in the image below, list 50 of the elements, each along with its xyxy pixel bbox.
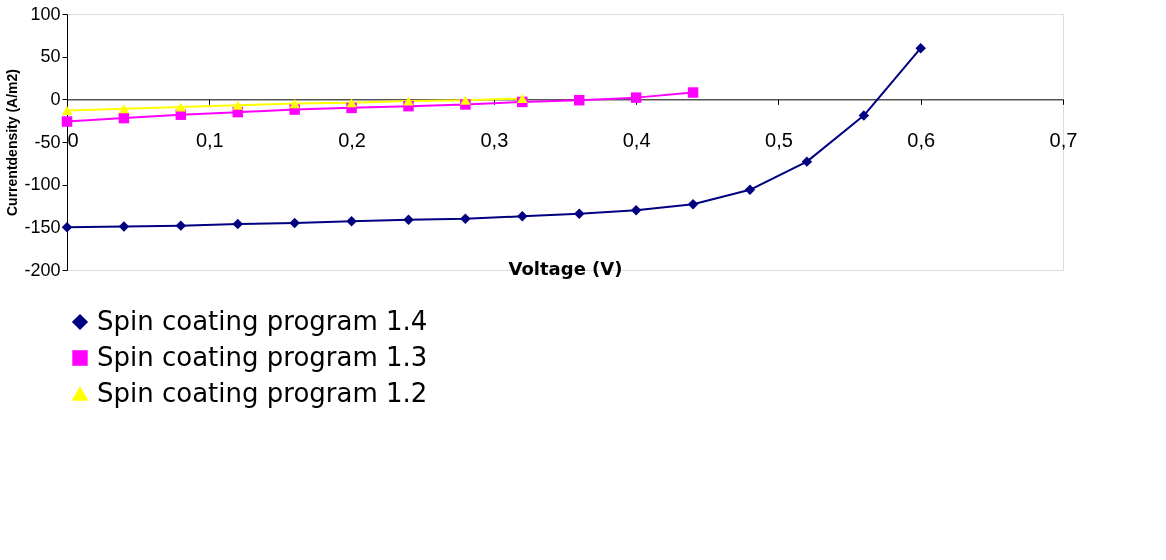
- point: [61, 105, 73, 115]
- x-axis-title: Voltage (V): [508, 257, 623, 279]
- x-tick-label: 0,5: [765, 128, 793, 151]
- y-axis-title: Currentdensity (A/m2): [4, 68, 21, 217]
- point: [118, 112, 130, 124]
- x-tick-label: 0,3: [480, 128, 509, 151]
- point: [460, 213, 471, 225]
- point: [403, 214, 414, 225]
- x-tick-label: 0: [67, 128, 79, 151]
- legend-label: Spin coating program 1.2: [97, 378, 428, 408]
- x-tick-label: 0,7: [1049, 128, 1078, 151]
- point: [858, 110, 870, 121]
- point: [460, 95, 471, 105]
- point: [573, 94, 585, 106]
- legend-label: Spin coating program 1.3: [97, 342, 428, 372]
- y-tick-label: 0: [50, 88, 61, 109]
- point: [630, 205, 642, 216]
- y-tick-label: 50: [40, 46, 61, 67]
- point: [517, 93, 528, 104]
- point: [403, 96, 414, 106]
- point: [175, 220, 187, 231]
- point: [517, 211, 528, 222]
- y-tick-label: -150: [24, 216, 61, 237]
- y-tick-label: -50: [34, 131, 61, 152]
- point: [687, 87, 699, 98]
- x-tick-label: 0,2: [338, 128, 366, 151]
- point: [118, 221, 130, 232]
- point: [118, 104, 130, 114]
- point: [61, 222, 73, 233]
- point: [915, 42, 926, 54]
- point: [346, 98, 357, 108]
- point: [289, 99, 300, 109]
- point: [573, 208, 585, 219]
- x-tick-label: 0,4: [622, 128, 651, 151]
- y-tick-label: -200: [24, 259, 61, 280]
- y-tick-label: 100: [30, 3, 61, 24]
- point: [801, 156, 813, 167]
- x-tick-label: 0,1: [195, 128, 224, 151]
- point: [232, 218, 243, 230]
- point: [687, 199, 699, 210]
- legend-label: Spin coating program 1.4: [97, 306, 428, 336]
- y-tick-label: -100: [24, 174, 61, 195]
- point: [289, 217, 300, 229]
- point: [175, 102, 187, 112]
- point: [744, 184, 756, 196]
- point: [61, 116, 73, 127]
- x-tick-label: 0,6: [907, 128, 936, 151]
- point: [630, 92, 642, 103]
- point: [346, 216, 357, 227]
- point: [232, 100, 243, 110]
